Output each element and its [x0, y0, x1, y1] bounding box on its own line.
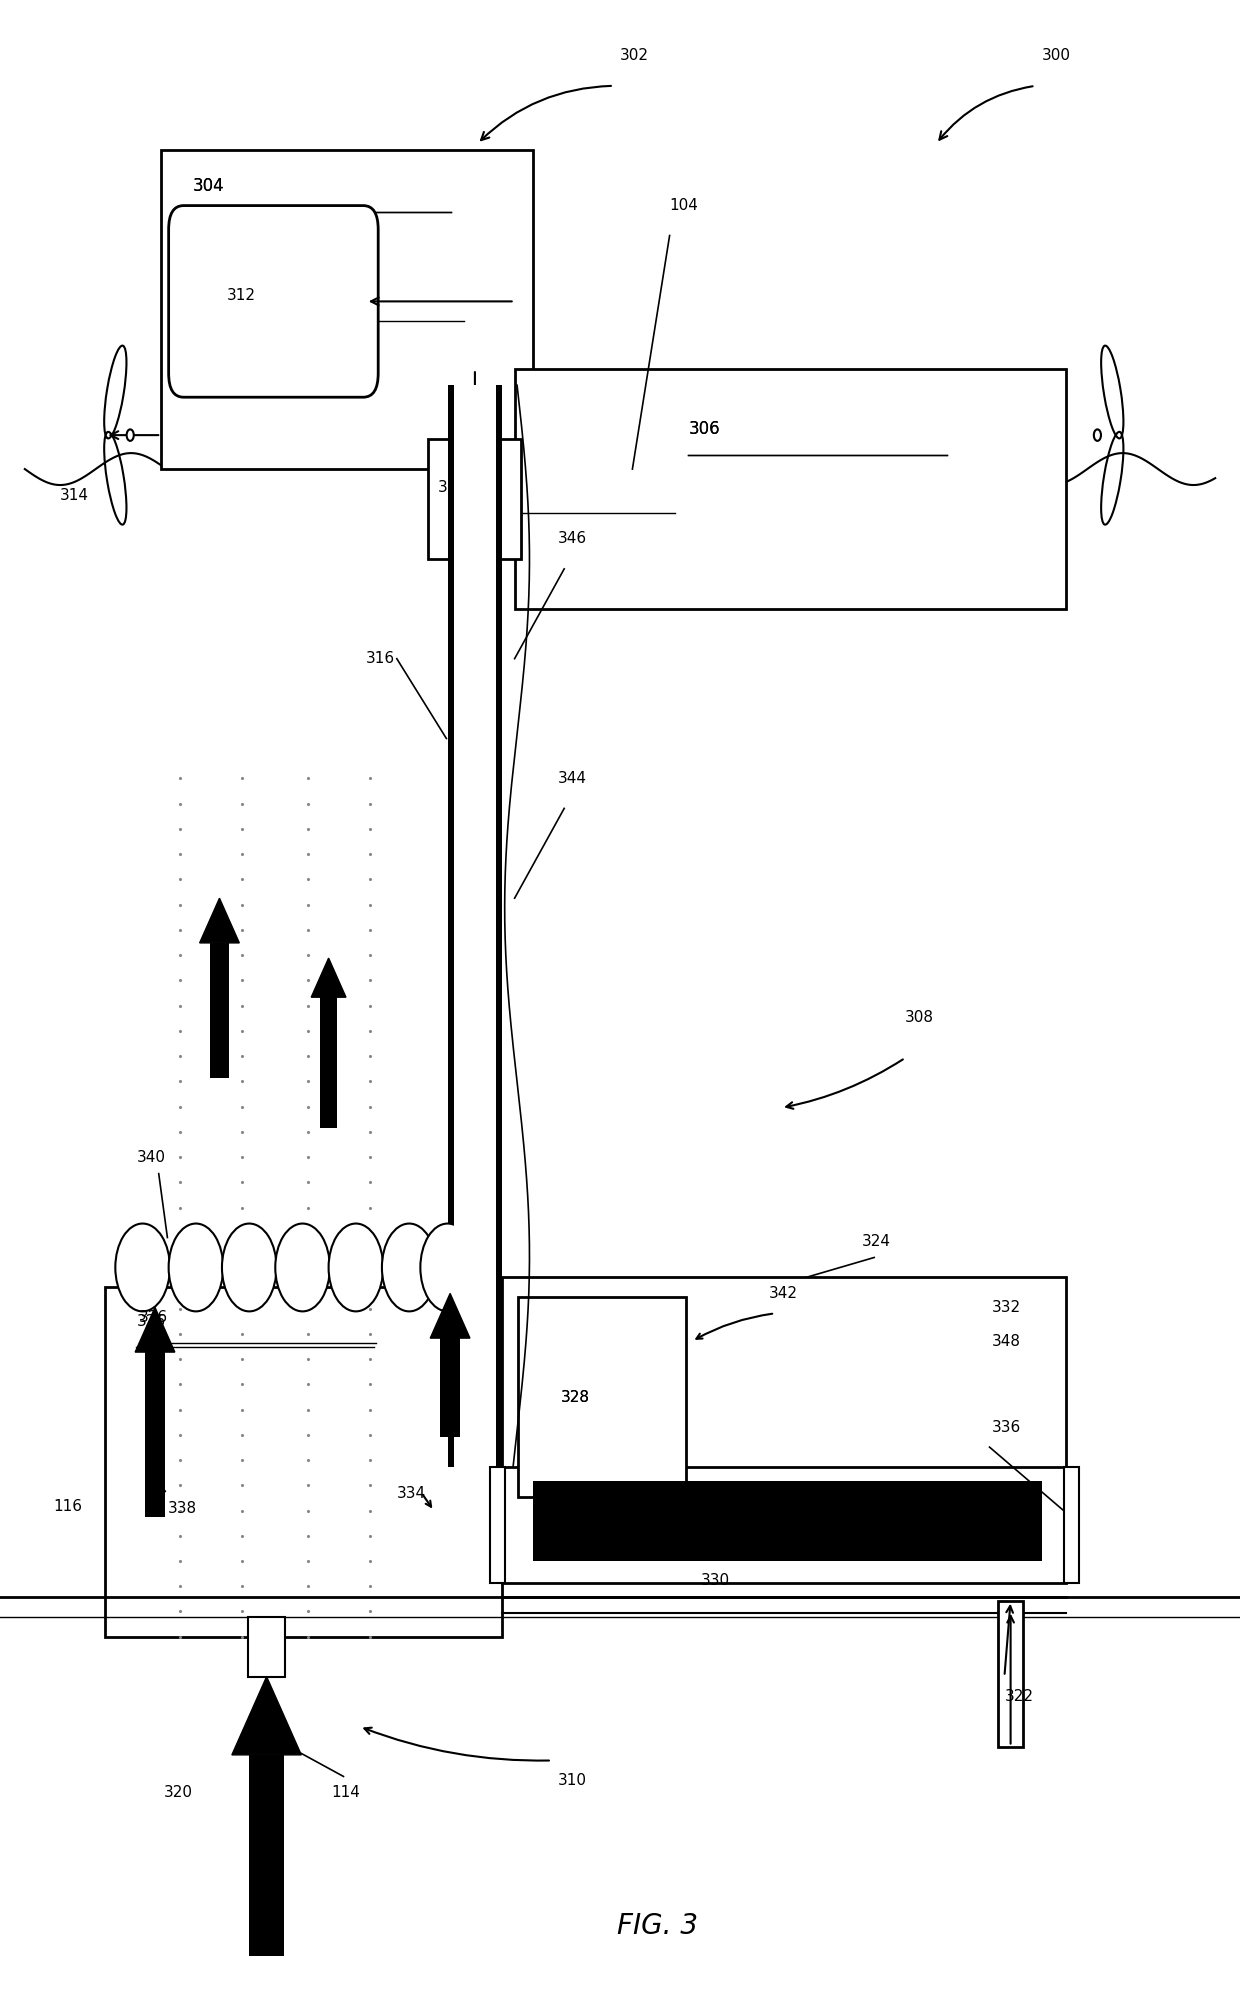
Circle shape — [275, 1224, 330, 1311]
Text: 312: 312 — [227, 287, 255, 303]
Text: 338: 338 — [167, 1501, 196, 1517]
Text: 320: 320 — [164, 1784, 192, 1800]
Bar — [490, 1467, 505, 1583]
Text: 314: 314 — [60, 487, 88, 503]
Circle shape — [126, 429, 134, 441]
Text: 328: 328 — [560, 1389, 589, 1405]
Text: 318: 318 — [438, 479, 466, 495]
Circle shape — [329, 1224, 383, 1311]
Text: 310: 310 — [558, 1772, 587, 1788]
Circle shape — [115, 1224, 170, 1311]
Text: 304: 304 — [192, 176, 224, 196]
Text: 308: 308 — [905, 1010, 934, 1026]
Text: 348: 348 — [992, 1333, 1021, 1349]
Bar — [161, 150, 533, 469]
Bar — [998, 1601, 1023, 1746]
Text: 328: 328 — [560, 1389, 589, 1405]
Text: 114: 114 — [331, 1784, 360, 1800]
Bar — [518, 1297, 686, 1497]
Circle shape — [222, 1224, 277, 1311]
Text: 334: 334 — [397, 1485, 425, 1501]
Text: 300: 300 — [1042, 48, 1070, 64]
Text: 322: 322 — [1004, 1689, 1033, 1705]
Text: 104: 104 — [670, 198, 698, 214]
Bar — [502, 1277, 1066, 1527]
Text: 332: 332 — [992, 1299, 1021, 1315]
Bar — [448, 385, 502, 1467]
Polygon shape — [232, 1677, 301, 1754]
Bar — [105, 1287, 502, 1637]
Circle shape — [382, 1224, 436, 1311]
Polygon shape — [200, 898, 239, 942]
Text: 316: 316 — [366, 651, 394, 667]
Text: 302: 302 — [620, 48, 649, 64]
Text: 340: 340 — [136, 1150, 165, 1166]
Text: 346: 346 — [558, 531, 587, 547]
Text: 306: 306 — [688, 419, 720, 439]
Bar — [248, 1617, 285, 1677]
Polygon shape — [430, 1293, 470, 1337]
Bar — [440, 1337, 460, 1437]
Text: 116: 116 — [53, 1499, 82, 1515]
Circle shape — [169, 1224, 223, 1311]
Text: 306: 306 — [688, 419, 720, 439]
Bar — [454, 385, 496, 1467]
Bar — [145, 1351, 165, 1517]
Bar — [515, 369, 1066, 609]
Text: 324: 324 — [862, 1234, 890, 1249]
Text: 342: 342 — [769, 1285, 797, 1301]
Text: 344: 344 — [558, 770, 587, 786]
Polygon shape — [311, 958, 346, 998]
Bar — [1064, 1467, 1079, 1583]
Text: 336: 336 — [992, 1419, 1022, 1435]
Bar — [533, 1481, 1042, 1561]
Text: FIG. 3: FIG. 3 — [616, 1912, 698, 1940]
Text: 304: 304 — [192, 176, 224, 196]
Circle shape — [420, 1224, 475, 1311]
Polygon shape — [135, 1307, 175, 1351]
Bar — [210, 942, 229, 1078]
Bar — [428, 439, 521, 559]
Bar — [502, 1467, 1066, 1583]
Text: 326: 326 — [139, 1309, 167, 1325]
Text: 326: 326 — [136, 1313, 165, 1329]
Circle shape — [1094, 429, 1101, 441]
Bar — [320, 998, 337, 1128]
Bar — [249, 1754, 284, 1956]
Text: 330: 330 — [701, 1573, 729, 1589]
FancyBboxPatch shape — [169, 206, 378, 397]
